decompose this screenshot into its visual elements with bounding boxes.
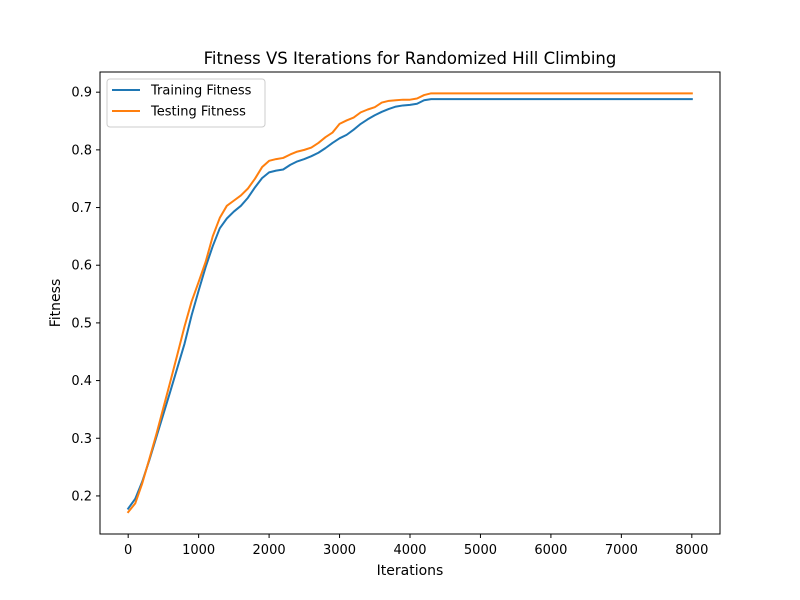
y-tick-label: 0.4	[71, 374, 92, 389]
x-tick-label: 0	[124, 543, 132, 558]
y-tick-label: 0.8	[71, 143, 92, 158]
y-tick-label: 0.9	[71, 86, 92, 101]
x-tick-label: 6000	[534, 543, 567, 558]
y-axis: 0.2 0.3 0.4 0.5 0.6 0.7 0.8 0.9	[71, 86, 100, 504]
x-axis-label: Iterations	[377, 563, 444, 579]
y-tick-label: 0.2	[71, 489, 92, 504]
legend-label-testing-fitness: Testing Fitness	[150, 105, 246, 120]
legend-label-training-fitness: Training Fitness	[150, 84, 252, 99]
x-axis: 0 1000 2000 3000 4000 5000 6000 7000 8000	[124, 534, 708, 558]
x-tick-label: 8000	[675, 543, 708, 558]
legend: Training Fitness Testing Fitness	[106, 78, 266, 128]
y-tick-label: 0.5	[71, 316, 92, 331]
y-tick-label: 0.7	[71, 201, 92, 216]
testing-fitness-line	[126, 92, 693, 514]
legend-box	[106, 78, 266, 128]
y-tick-label: 0.3	[71, 432, 92, 447]
x-tick-label: 1000	[182, 543, 215, 558]
x-tick-label: 2000	[253, 543, 286, 558]
x-tick-label: 5000	[464, 543, 497, 558]
training-fitness-line	[126, 98, 693, 511]
x-tick-label: 3000	[323, 543, 356, 558]
y-tick-label: 0.6	[71, 259, 92, 274]
y-axis-label: Fitness	[48, 279, 64, 328]
x-tick-label: 4000	[393, 543, 426, 558]
series-layer	[126, 92, 693, 514]
chart-title: Fitness VS Iterations for Randomized Hil…	[204, 49, 617, 68]
x-tick-label: 7000	[605, 543, 638, 558]
